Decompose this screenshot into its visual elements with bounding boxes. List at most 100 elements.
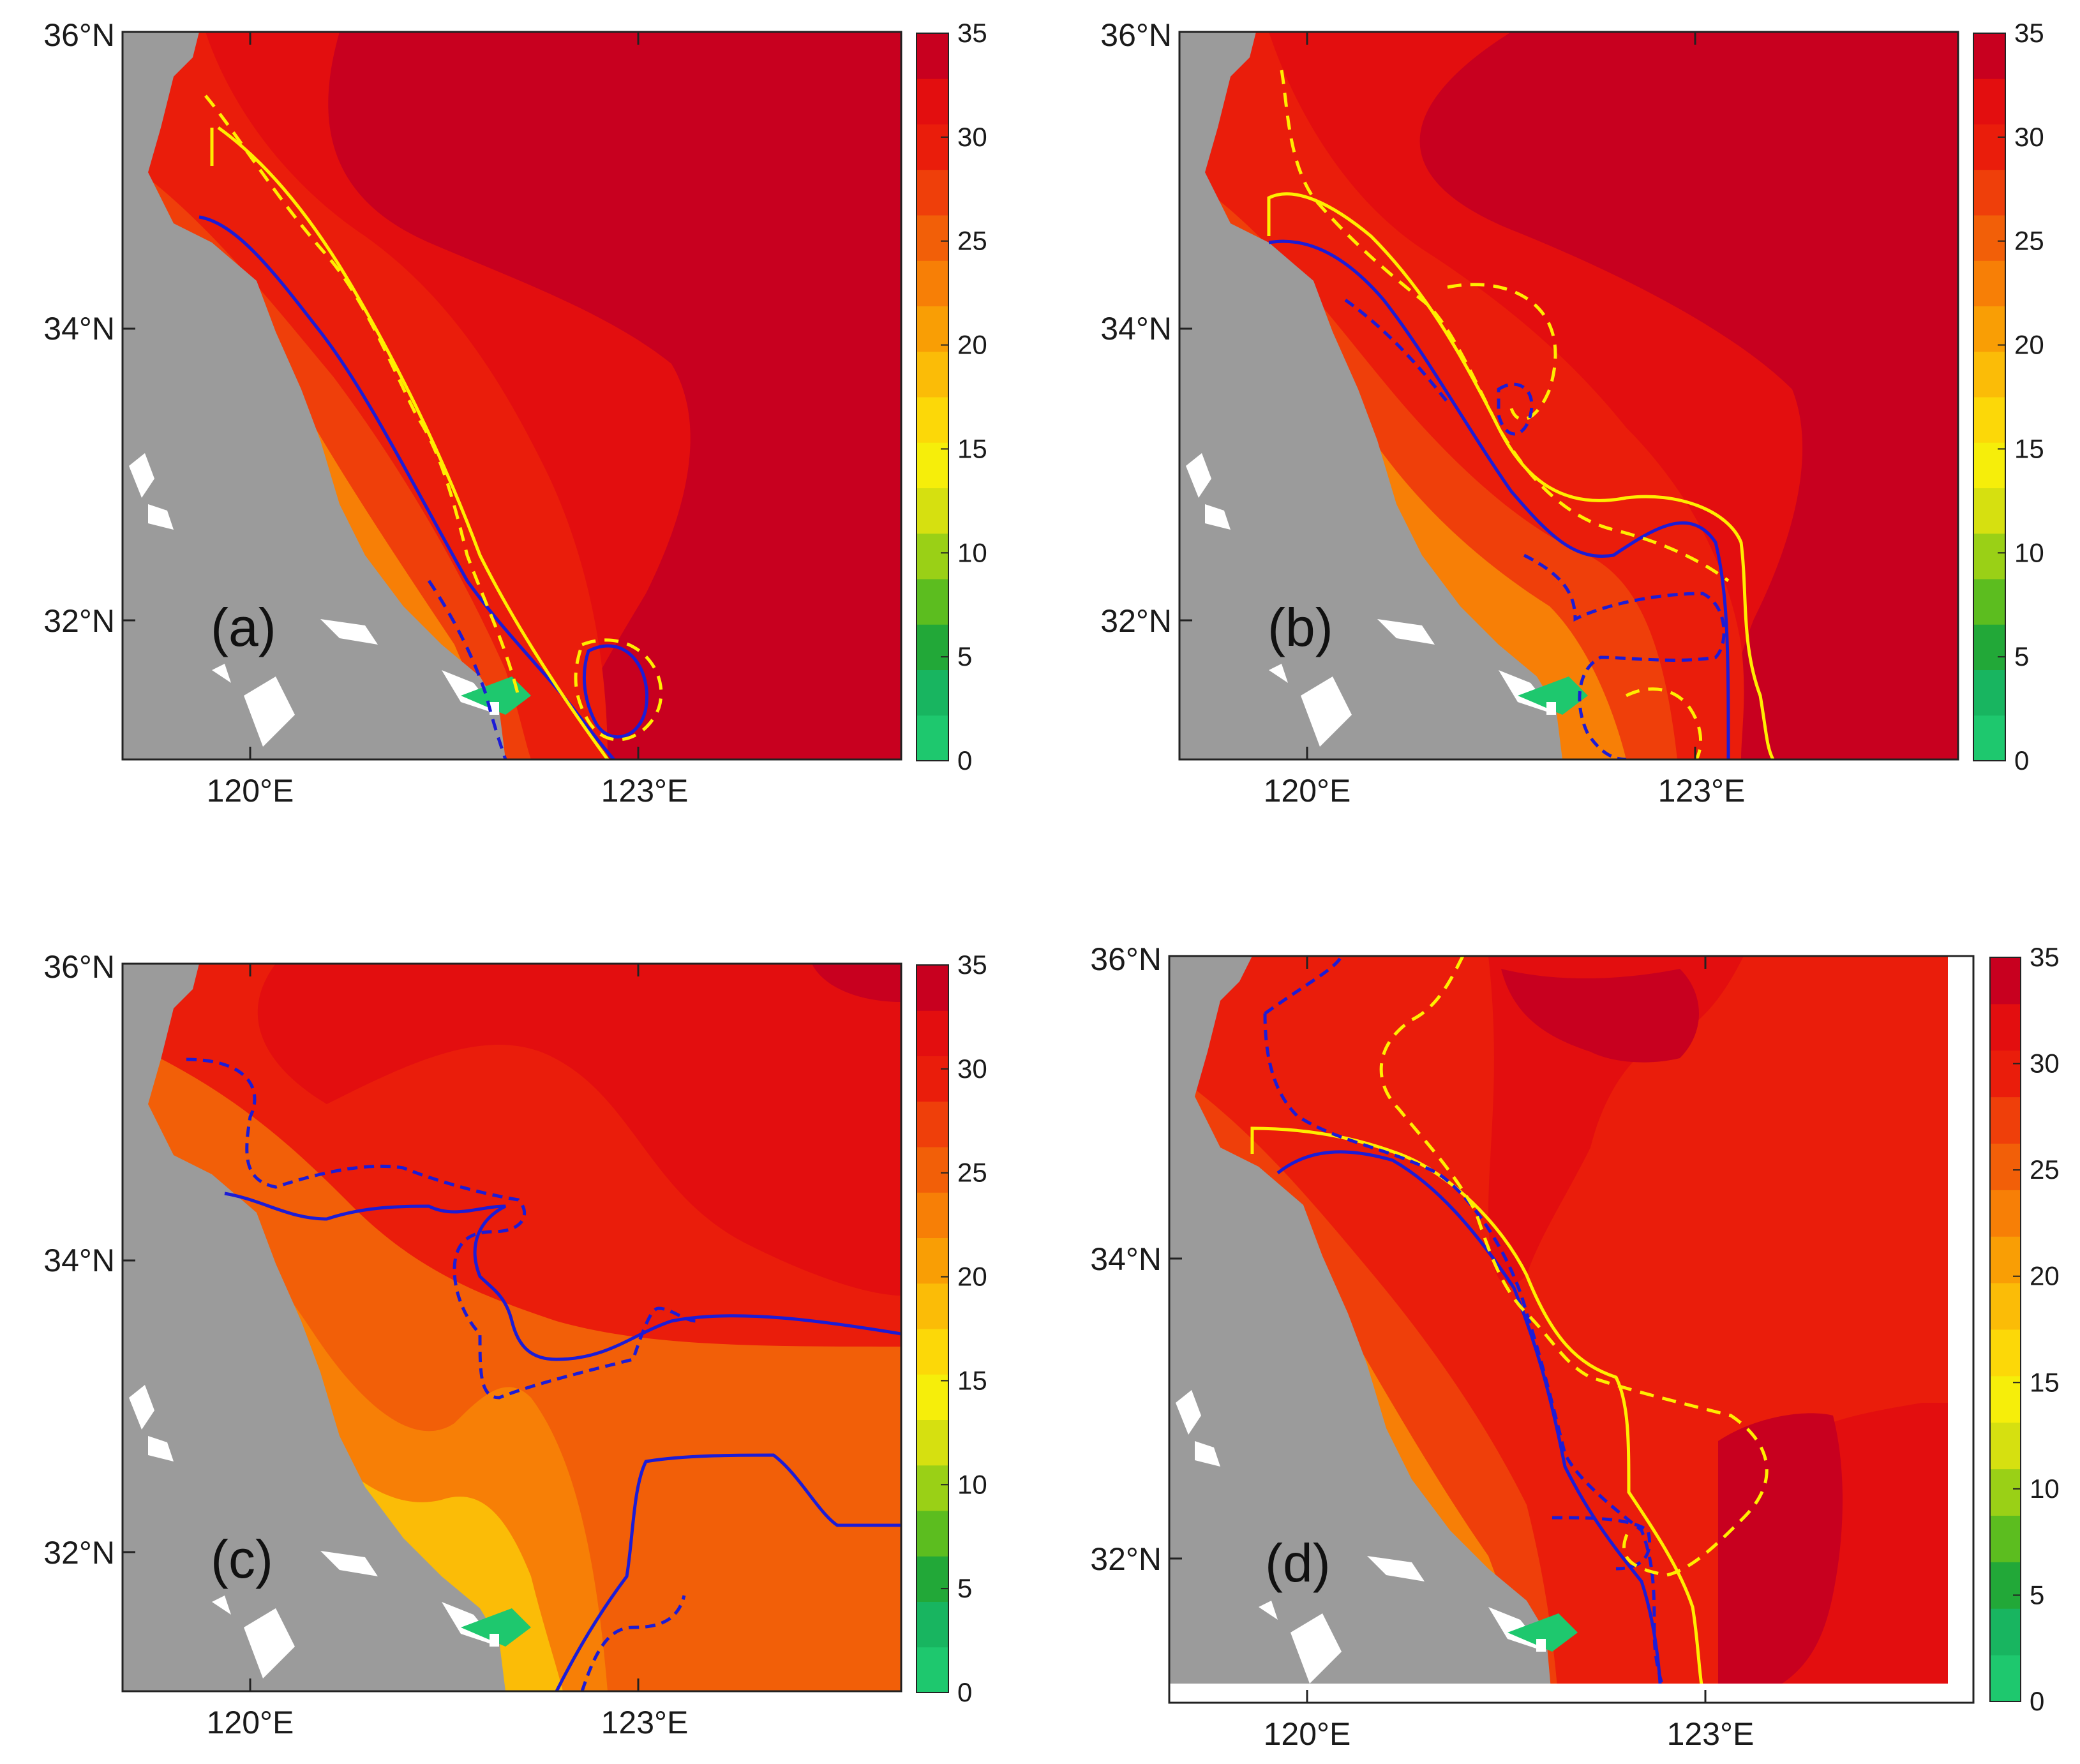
- colorbar-swatch: [1973, 351, 2005, 398]
- colorbar-swatch: [917, 579, 948, 625]
- colorbar-swatch: [1973, 78, 2005, 124]
- colorbar-swatch: [1973, 669, 2005, 716]
- colorbar-tick-label: 5: [2030, 1580, 2044, 1610]
- lat-label-34-b: 34°N: [1100, 311, 1172, 347]
- colorbar-tick-label: 30: [957, 1054, 987, 1084]
- colorbar-swatch: [1973, 215, 2005, 261]
- colorbar-swatch: [1990, 1236, 2021, 1283]
- lat-label-34-a: 34°N: [43, 311, 115, 347]
- colorbar-tick-label: 15: [2014, 433, 2044, 463]
- colorbar-d: 0 5 10 15 20 25 30 35: [1989, 942, 2060, 1716]
- colorbar-tick-label: 5: [957, 1573, 972, 1603]
- colorbar-frame: [1973, 33, 2006, 761]
- panel-label-c: (c): [211, 1529, 273, 1589]
- colorbar-swatch: [917, 1237, 948, 1284]
- colorbar-swatch: [917, 965, 948, 1011]
- colorbar-swatch: [917, 715, 948, 761]
- colorbar-swatch: [1990, 1329, 2021, 1377]
- colorbar-swatch: [917, 1101, 948, 1147]
- colorbar-swatch: [1990, 1375, 2021, 1423]
- colorbar-frame: [916, 33, 949, 761]
- lon-label-120-d: 120°E: [1264, 1716, 1351, 1752]
- colorbar-tick-label: 10: [957, 1469, 987, 1499]
- panel-label-a: (a): [211, 597, 276, 657]
- panel-label-d: (d): [1265, 1533, 1331, 1593]
- panel-a: [121, 31, 902, 761]
- colorbar-tick-label: 20: [2014, 330, 2044, 360]
- colorbar-swatch: [917, 33, 948, 79]
- colorbar-tick-label: 35: [957, 18, 987, 48]
- colorbar-swatch: [1990, 1190, 2021, 1237]
- colorbar-swatch: [1973, 533, 2005, 579]
- colorbar-swatch: [1990, 1143, 2021, 1190]
- colorbar-swatch: [917, 488, 948, 534]
- colorbar-tick-label: 15: [957, 433, 987, 463]
- lon-label-123-d: 123°E: [1667, 1716, 1755, 1752]
- colorbar-tick-label: 10: [2014, 537, 2044, 567]
- colorbar-swatch: [1973, 715, 2005, 761]
- colorbar-tick-label: 25: [957, 226, 987, 256]
- colorbar-swatch: [917, 124, 948, 170]
- lat-label-32-c: 32°N: [43, 1535, 115, 1571]
- panel-c: [121, 962, 902, 1693]
- colorbar-swatch: [917, 169, 948, 216]
- lat-label-32-b: 32°N: [1100, 603, 1172, 639]
- colorbar-tick-label: 30: [2014, 122, 2044, 152]
- colorbar-swatch: [917, 397, 948, 443]
- panel-label-b: (b): [1268, 597, 1333, 657]
- colorbar-swatch: [917, 1010, 948, 1056]
- colorbar-swatch: [917, 260, 948, 306]
- colorbar-tick-label: 30: [2030, 1049, 2060, 1079]
- colorbar-swatch: [917, 1419, 948, 1466]
- colorbar-swatch: [917, 533, 948, 579]
- colorbar-tick-label: 0: [957, 745, 972, 775]
- colorbar-swatch: [1990, 1422, 2021, 1470]
- colorbar-swatch: [917, 1056, 948, 1102]
- panel-b: [1178, 31, 1959, 761]
- lat-label-36-a: 36°N: [43, 17, 115, 53]
- colorbar-swatch: [917, 1374, 948, 1420]
- colorbar-swatch: [917, 1329, 948, 1375]
- colorbar-frame: [916, 964, 949, 1693]
- grid-ticks: [123, 32, 1707, 1703]
- lon-label-120-b: 120°E: [1264, 773, 1351, 809]
- colorbar-swatch: [1990, 1050, 2021, 1098]
- colorbar-tick-label: 5: [2014, 641, 2029, 671]
- lon-label-123-a: 123°E: [601, 773, 689, 809]
- colorbar-swatch: [1990, 1655, 2021, 1702]
- colorbar-frame: [1989, 957, 2021, 1702]
- colorbar-swatch: [1973, 124, 2005, 170]
- colorbar-tick-label: 30: [957, 122, 987, 152]
- colorbar-swatch: [1973, 260, 2005, 306]
- lon-label-120-c: 120°E: [207, 1705, 294, 1740]
- lat-label-32-a: 32°N: [43, 603, 115, 639]
- colorbar-swatch: [1990, 1562, 2021, 1609]
- colorbar-tick-label: 5: [957, 641, 972, 671]
- colorbar-swatch: [917, 1556, 948, 1602]
- colorbar-swatch: [917, 669, 948, 716]
- lon-label-123-c: 123°E: [601, 1705, 689, 1740]
- colorbar-tick-label: 35: [2030, 942, 2060, 972]
- colorbar-tick-label: 0: [2014, 745, 2029, 775]
- colorbar-tick-label: 25: [957, 1158, 987, 1188]
- colorbar-tick-label: 20: [2030, 1261, 2060, 1291]
- colorbar-swatch: [1990, 1608, 2021, 1656]
- colorbar-swatch: [917, 1465, 948, 1511]
- colorbar-swatch: [1973, 442, 2005, 488]
- colorbar-swatch: [1973, 397, 2005, 443]
- lon-label-123-b: 123°E: [1658, 773, 1746, 809]
- colorbar-swatch: [1973, 33, 2005, 79]
- panel-d: [1168, 955, 1975, 1704]
- colorbar-swatch: [1990, 1003, 2021, 1051]
- colorbar-swatch: [1990, 957, 2021, 1005]
- colorbar-tick-label: 15: [957, 1365, 987, 1395]
- colorbar-tick-label: 0: [2030, 1686, 2044, 1716]
- colorbar-swatch: [917, 1192, 948, 1238]
- colorbar-swatch: [917, 306, 948, 352]
- colorbar-swatch: [917, 624, 948, 670]
- colorbar-swatch: [917, 1601, 948, 1648]
- colorbar-c: 0 5 10 15 20 25 30 35: [916, 950, 987, 1707]
- colorbar-tick-label: 20: [957, 1262, 987, 1292]
- colorbar-b: 0 5 10 15 20 25 30 35: [1973, 18, 2044, 775]
